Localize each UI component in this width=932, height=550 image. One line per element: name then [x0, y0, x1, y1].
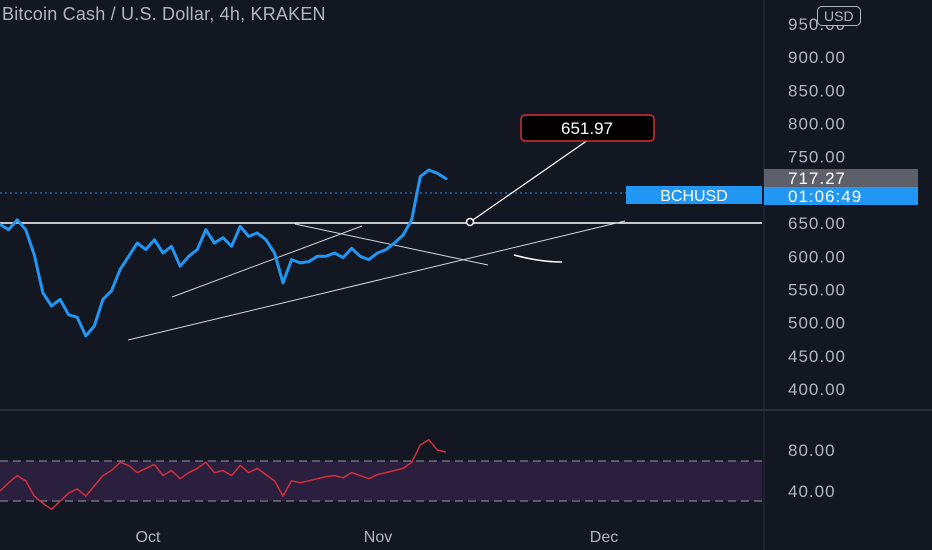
price-badge-top-bg [764, 169, 918, 187]
price-axis-tick-label: 750.00 [788, 148, 846, 167]
price-axis-tick-label: 550.00 [788, 280, 846, 299]
trend-line-lower[interactable] [127, 220, 626, 341]
rsi-pane [0, 439, 762, 511]
callout-pointer-line[interactable] [469, 139, 589, 223]
currency-button[interactable]: USD [817, 6, 861, 26]
callout-anchor-point[interactable] [465, 217, 475, 227]
freehand-arc-annotation[interactable] [513, 254, 563, 263]
time-axis-tick-label: Dec [590, 529, 618, 546]
rsi-axis[interactable]: 80.00 40.00 [788, 441, 836, 501]
rsi-axis-tick-label: 40.00 [788, 482, 836, 501]
time-axis[interactable]: Oct Nov Dec [136, 529, 619, 546]
callout-box[interactable]: 651.97 [520, 114, 655, 142]
callout-value: 651.97 [561, 119, 613, 138]
price-series-line [0, 168, 448, 338]
price-badge-value: 717.27 [788, 169, 846, 188]
price-badge-countdown: 01:06:49 [788, 187, 862, 206]
price-badge: 717.27 01:06:49 [764, 169, 918, 206]
price-axis-tick-label: 450.00 [788, 347, 846, 366]
price-badge-bottom-bg [764, 187, 918, 205]
time-axis-tick-label: Nov [364, 529, 392, 546]
rsi-axis-tick-label: 80.00 [788, 441, 836, 460]
price-axis-tick-label: 850.00 [788, 81, 846, 100]
price-axis-tick-label: 600.00 [788, 247, 846, 266]
price-axis-tick-label: 900.00 [788, 48, 846, 67]
rsi-band-fill [0, 461, 762, 501]
rsi-series-line [0, 439, 447, 511]
price-axis-tick-label: 650.00 [788, 214, 846, 233]
symbol-label: BCHUSD [626, 186, 762, 205]
time-axis-tick-label: Oct [136, 529, 161, 546]
symbol-label-text: BCHUSD [660, 188, 728, 205]
price-axis-tick-label: 800.00 [788, 115, 846, 134]
price-axis[interactable]: 950.00900.00850.00800.00750.00650.00600.… [788, 15, 846, 399]
symbol-label-bg [626, 186, 762, 204]
callout-frame [520, 114, 655, 142]
price-pane [0, 139, 762, 341]
price-axis-tick-label: 500.00 [788, 314, 846, 333]
chart-title: Bitcoin Cash / U.S. Dollar, 4h, KRAKEN [2, 4, 326, 24]
price-axis-tick-label: 400.00 [788, 380, 846, 399]
trend-line-upper[interactable] [171, 225, 363, 298]
